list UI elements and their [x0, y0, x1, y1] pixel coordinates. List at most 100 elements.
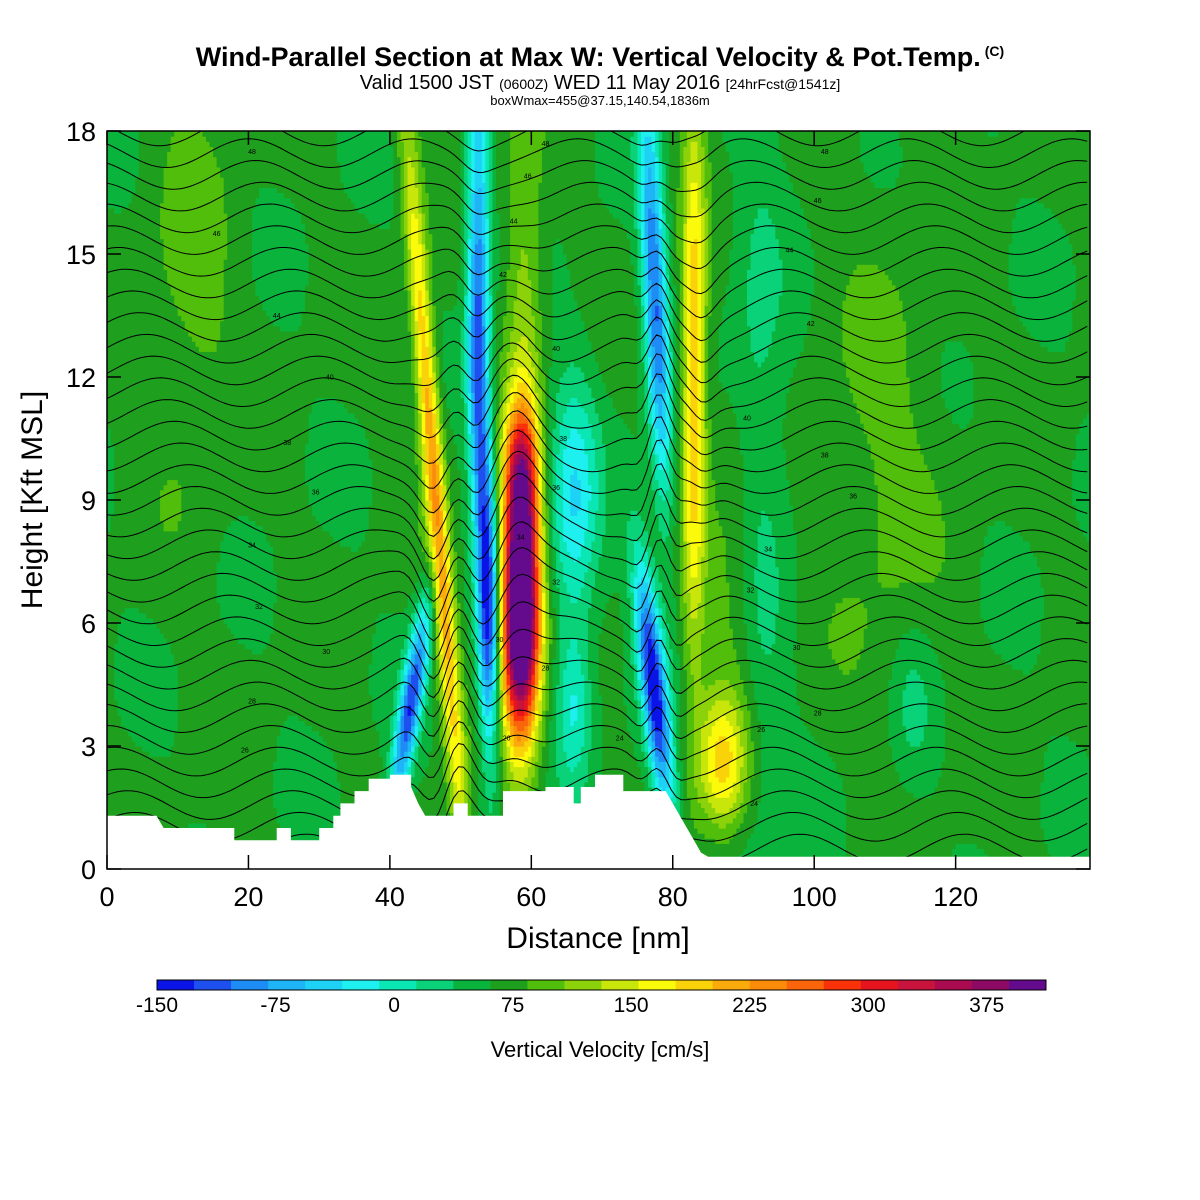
field-cell: [941, 761, 1045, 768]
field-cell: [662, 535, 667, 542]
field-cell: [754, 566, 780, 573]
field-cell: [927, 710, 946, 716]
field-cell: [276, 597, 409, 604]
field-cell: [743, 453, 787, 460]
field-cell: [107, 633, 119, 639]
field-cell: [442, 556, 448, 563]
field-cell: [439, 602, 444, 609]
field-cell: [594, 576, 628, 583]
field-cell: [570, 474, 578, 481]
field-cell: [541, 730, 547, 737]
field-cell: [305, 720, 377, 727]
field-cell: [506, 771, 515, 778]
field-cell: [648, 746, 653, 752]
field-cell: [672, 474, 677, 481]
field-cell: [701, 515, 706, 522]
field-cell: [499, 582, 504, 588]
field-cell: [411, 730, 416, 737]
field-cell: [534, 510, 539, 516]
field-cell: [587, 464, 596, 470]
field-cell: [474, 546, 479, 552]
field-cell: [658, 648, 663, 655]
field-cell: [676, 643, 684, 650]
field-cell: [549, 740, 557, 747]
field-cell: [432, 520, 437, 527]
field-cell: [736, 792, 745, 798]
field-cell: [457, 582, 465, 588]
field-cell: [701, 459, 706, 465]
field-cell: [669, 459, 674, 465]
field-cell: [404, 684, 409, 691]
field-cell: [626, 715, 638, 721]
field-cell: [669, 710, 674, 716]
field-cell: [510, 582, 532, 588]
field-cell: [478, 448, 486, 455]
field-cell: [1040, 807, 1090, 814]
field-cell: [743, 525, 759, 532]
field-cell: [891, 674, 907, 680]
field-cell: [418, 500, 423, 506]
field-cell: [672, 776, 677, 783]
field-cell: [715, 807, 730, 814]
field-cell: [669, 464, 674, 470]
field-cell: [531, 715, 536, 721]
field-cell: [534, 561, 539, 568]
field-cell: [693, 710, 709, 716]
field-cell: [534, 694, 539, 701]
field-cell: [683, 510, 688, 516]
field-cell: [481, 561, 490, 568]
field-cell: [750, 710, 759, 716]
field-cell: [651, 474, 656, 481]
field-cell: [411, 669, 416, 675]
field-cell: [750, 669, 798, 675]
field-cell: [114, 489, 161, 496]
field-cell: [549, 525, 554, 532]
field-cell: [534, 459, 539, 465]
field-cell: [531, 628, 536, 634]
field-cell: [538, 561, 543, 568]
field-cell: [457, 597, 465, 604]
field-cell: [665, 648, 674, 655]
field-cell: [174, 653, 373, 660]
field-cell: [538, 730, 543, 737]
field-cell: [428, 551, 433, 557]
field-cell: [517, 679, 525, 686]
field-cell: [499, 771, 504, 778]
field-cell: [379, 751, 387, 757]
field-cell: [676, 469, 681, 475]
field-cell: [453, 694, 458, 701]
field-cell: [545, 643, 550, 650]
field-cell: [1033, 551, 1090, 557]
field-cell: [580, 751, 589, 757]
field-cell: [556, 628, 561, 634]
field-cell: [506, 520, 511, 527]
field-cell: [527, 443, 532, 450]
field-cell: [442, 510, 448, 516]
field-cell: [404, 674, 409, 680]
field-cell: [474, 484, 479, 491]
field-cell: [517, 469, 529, 475]
field-cell: [549, 510, 554, 516]
field-cell: [432, 551, 437, 557]
field-cell: [404, 771, 409, 778]
field-cell: [449, 720, 458, 727]
field-cell: [478, 628, 483, 634]
field-cell: [368, 684, 398, 691]
field-cell: [679, 730, 688, 737]
field-cell: [471, 623, 476, 629]
field-cell: [637, 684, 642, 691]
field-cell: [449, 792, 455, 798]
field-cell: [545, 566, 550, 573]
field-cell: [559, 617, 589, 624]
field-cell: [545, 725, 550, 732]
field-cell: [669, 453, 674, 460]
field-cell: [435, 453, 440, 460]
field-cell: [662, 607, 667, 614]
field-cell: [492, 751, 497, 757]
field-cell: [460, 617, 469, 624]
field-cell: [510, 612, 532, 619]
field-cell: [446, 797, 451, 803]
field-cell: [545, 669, 550, 675]
field-cell: [471, 628, 476, 634]
field-cell: [531, 546, 536, 552]
